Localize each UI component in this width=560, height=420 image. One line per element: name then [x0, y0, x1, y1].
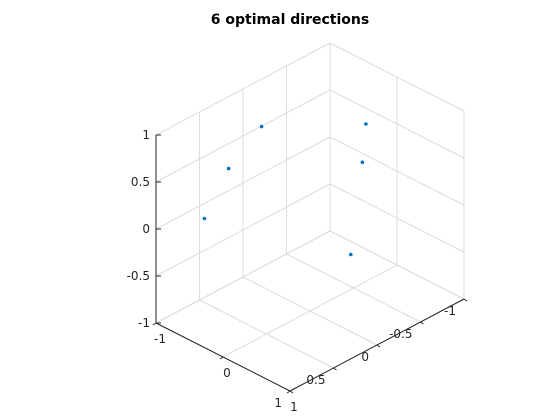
y-tick-label: 1 — [290, 400, 298, 414]
wall-gridline — [155, 89, 331, 183]
x-tick-label: 1 — [274, 396, 282, 410]
z-tick-label: -1 — [138, 316, 150, 330]
wall-gridline — [329, 136, 465, 206]
grid — [155, 42, 465, 392]
y-tick-mark — [286, 390, 291, 394]
data-point — [259, 124, 264, 129]
x-tick-mark — [463, 298, 468, 302]
x-tick-label: -1 — [444, 304, 456, 318]
chart-title: 6 optimal directions — [211, 12, 369, 28]
y-tick-mark — [152, 322, 157, 326]
wall-gridline — [329, 230, 465, 300]
x-tick-mark — [333, 367, 337, 371]
wall-gridline — [155, 136, 331, 230]
wall-gridline — [329, 183, 465, 253]
x-tick-labels: -1 -0.5 0 0.5 1 — [274, 304, 456, 410]
z-tick-label: 0 — [142, 222, 150, 236]
data-point — [226, 166, 231, 171]
x-tick-mark — [376, 344, 381, 348]
y-tick-labels: -1 0 1 — [154, 332, 298, 414]
data-point — [364, 122, 368, 126]
z-tick-label: 0.5 — [131, 175, 150, 189]
x-tick-label: -0.5 — [389, 327, 412, 341]
floor-gridline — [222, 264, 398, 358]
wall-gridline — [329, 42, 465, 112]
axes — [152, 134, 468, 394]
wall-gridline — [329, 89, 465, 159]
x-tick-label: 0 — [361, 350, 369, 364]
z-tick-label: -0.5 — [127, 269, 150, 283]
data-point — [202, 216, 207, 221]
wall-gridline — [155, 42, 331, 136]
y-tick-mark — [219, 356, 224, 360]
wall-gridline — [155, 230, 331, 324]
wall-gridline — [155, 183, 331, 277]
z-tick-labels: -1 -0.5 0 0.5 1 — [127, 128, 150, 330]
y-tick-label: 0 — [223, 366, 231, 380]
data-points — [202, 122, 368, 257]
y-tick-label: -1 — [154, 332, 166, 346]
z-tick-label: 1 — [142, 128, 150, 142]
x-tick-mark — [420, 321, 424, 325]
x-tick-label: 0.5 — [306, 373, 325, 387]
data-point — [349, 252, 353, 257]
data-point — [360, 160, 365, 165]
x-tick-mark — [289, 390, 294, 394]
